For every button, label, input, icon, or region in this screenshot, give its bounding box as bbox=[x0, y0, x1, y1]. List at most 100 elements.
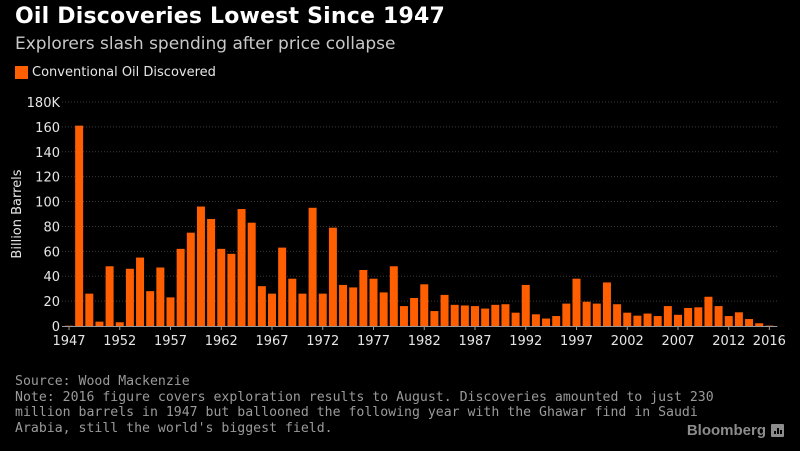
bar-1995 bbox=[552, 316, 561, 326]
y-tick-label: 80 bbox=[43, 220, 60, 235]
y-axis: 0 20 40 60 80 100 120 140 160 180K bbox=[27, 96, 61, 335]
bar-2011 bbox=[714, 306, 723, 326]
note-line-1: Note: 2016 figure covers exploration res… bbox=[15, 389, 714, 405]
bar-1987 bbox=[471, 306, 479, 326]
bar-1980 bbox=[399, 306, 408, 326]
bar-1971 bbox=[308, 207, 317, 326]
bar-1965 bbox=[247, 222, 256, 326]
bar-1998 bbox=[582, 301, 591, 326]
bar-1975 bbox=[349, 287, 358, 326]
bar-1989 bbox=[491, 304, 500, 326]
bar-1959 bbox=[186, 232, 195, 326]
bar-1956 bbox=[156, 267, 165, 326]
chart-subtitle: Explorers slash spending after price col… bbox=[15, 34, 396, 54]
bar-2007 bbox=[674, 314, 682, 326]
bar-1988 bbox=[481, 308, 490, 326]
x-tick-label: 1982 bbox=[408, 334, 441, 349]
bar-1950 bbox=[95, 321, 104, 326]
bar-2005 bbox=[653, 316, 662, 326]
bar-1994 bbox=[542, 318, 551, 326]
bar-1947 bbox=[65, 325, 73, 327]
bar-1986 bbox=[460, 305, 469, 326]
y-tick-label: 60 bbox=[43, 245, 60, 260]
x-tick-label: 2012 bbox=[712, 334, 745, 349]
note-line-2: million barrels in 1947 but ballooned th… bbox=[15, 405, 698, 420]
y-tick-label: 100 bbox=[35, 196, 60, 211]
bar-1964 bbox=[237, 209, 246, 326]
brand: Bloomberg bbox=[687, 422, 784, 439]
bar-1961 bbox=[207, 218, 216, 326]
x-tick-label: 1957 bbox=[154, 334, 187, 349]
bar-1984 bbox=[440, 294, 449, 326]
bar-1968 bbox=[278, 247, 287, 326]
bar-1958 bbox=[176, 248, 185, 326]
bar-2006 bbox=[663, 306, 672, 326]
bar-2008 bbox=[684, 307, 693, 326]
bar-2016 bbox=[765, 325, 774, 327]
x-tick-label: 1962 bbox=[205, 334, 238, 349]
bar-2010 bbox=[704, 296, 713, 326]
bar-1993 bbox=[531, 314, 540, 326]
bar-1985 bbox=[450, 304, 459, 326]
bar-1967 bbox=[268, 293, 276, 326]
bars bbox=[65, 125, 774, 327]
bar-1966 bbox=[257, 286, 266, 326]
bar-1957 bbox=[166, 297, 175, 326]
bar-1991 bbox=[511, 312, 520, 326]
bar-2001 bbox=[613, 304, 622, 326]
bar-1969 bbox=[288, 278, 297, 326]
bar-2003 bbox=[633, 315, 642, 326]
bar-1960 bbox=[196, 206, 205, 326]
bar-1972 bbox=[318, 293, 327, 326]
x-tick-label: 1947 bbox=[52, 334, 85, 349]
bar-1952 bbox=[115, 322, 124, 326]
source-text: Source: Wood Mackenzie bbox=[15, 374, 190, 389]
bar-1983 bbox=[430, 311, 439, 326]
bar-2000 bbox=[602, 282, 611, 326]
legend: Conventional Oil Discovered bbox=[15, 65, 216, 80]
x-tick-label: 1972 bbox=[306, 334, 339, 349]
gridlines bbox=[62, 101, 779, 302]
x-tick-label: 2007 bbox=[661, 334, 694, 349]
y-tick-label: 20 bbox=[43, 295, 60, 310]
bar-2015 bbox=[755, 323, 764, 326]
brand-logo-text: Bloomberg bbox=[686, 422, 766, 439]
bar-1962 bbox=[217, 248, 226, 326]
y-tick-label: 140 bbox=[35, 146, 60, 161]
x-tick-label: 2002 bbox=[611, 334, 644, 349]
bar-1992 bbox=[521, 284, 530, 326]
x-tick-label: 1992 bbox=[509, 334, 542, 349]
bar-2013 bbox=[734, 312, 743, 326]
bar-1976 bbox=[359, 270, 368, 326]
bar-2009 bbox=[694, 307, 703, 326]
x-tick-label: 1952 bbox=[103, 334, 136, 349]
x-tick-label: 1987 bbox=[458, 334, 491, 349]
x-tick-label: 2016 bbox=[753, 334, 786, 349]
bar-1955 bbox=[146, 291, 155, 326]
x-axis: 1947 1952 1957 1962 1967 1972 1977 1982 1987 1992… bbox=[52, 326, 786, 349]
bar-1973 bbox=[328, 227, 337, 326]
legend-label: Conventional Oil Discovered bbox=[32, 65, 216, 80]
bar-1997 bbox=[572, 278, 581, 326]
bar-2014 bbox=[745, 319, 754, 326]
bar-1978 bbox=[379, 292, 388, 326]
y-tick-label: 160 bbox=[35, 121, 60, 136]
bar-2004 bbox=[643, 313, 652, 326]
bar-1977 bbox=[369, 278, 378, 326]
bar-2002 bbox=[623, 312, 632, 326]
bar-1970 bbox=[298, 293, 307, 326]
y-tick-label: 180K bbox=[27, 96, 61, 111]
bar-1990 bbox=[501, 304, 510, 326]
legend-swatch bbox=[15, 66, 28, 79]
bar-1974 bbox=[339, 284, 348, 326]
bar-1948 bbox=[75, 125, 84, 327]
bar-1963 bbox=[227, 253, 236, 326]
bar-1996 bbox=[562, 303, 571, 326]
y-tick-label: 120 bbox=[35, 171, 60, 186]
bar-1949 bbox=[85, 293, 94, 326]
x-tick-label: 1997 bbox=[560, 334, 593, 349]
note-line-3: Arabia, still the world's biggest field. bbox=[15, 420, 333, 436]
footer: Source: Wood Mackenzie Note: 2016 figure… bbox=[15, 374, 714, 436]
y-tick-label: 0 bbox=[52, 320, 60, 335]
